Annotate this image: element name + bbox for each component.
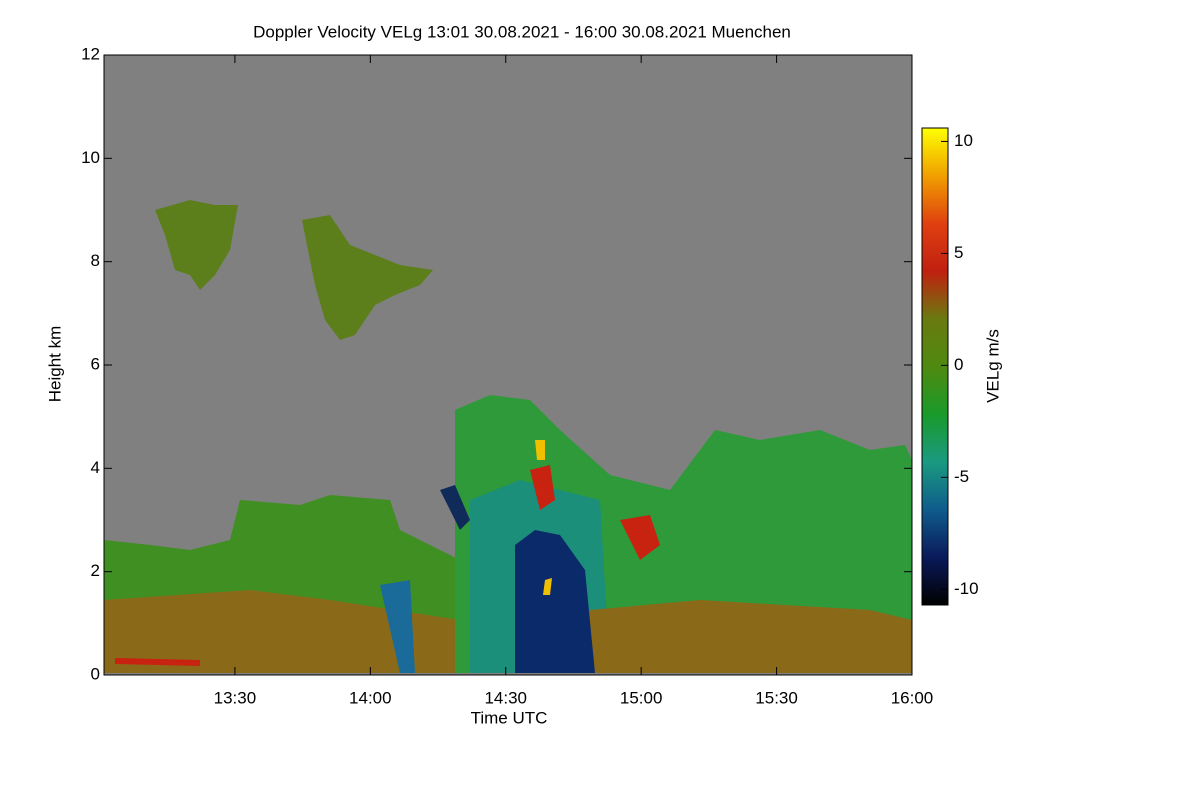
y-tick-label: 6 bbox=[91, 354, 100, 373]
colorbar-tick-label: 10 bbox=[954, 131, 973, 150]
cloud bbox=[515, 530, 595, 673]
x-tick-label: 14:30 bbox=[484, 688, 527, 707]
cloud bbox=[543, 578, 552, 595]
cloud bbox=[530, 465, 555, 510]
colorbar-tick-label: -10 bbox=[954, 579, 979, 598]
x-tick-label: 16:00 bbox=[891, 688, 934, 707]
cloud bbox=[380, 580, 415, 673]
y-axis-label: Height km bbox=[45, 326, 64, 403]
x-tick-label: 15:30 bbox=[755, 688, 798, 707]
x-tick-label: 14:00 bbox=[349, 688, 392, 707]
cloud bbox=[104, 590, 460, 673]
cloud bbox=[115, 658, 200, 666]
cloud bbox=[590, 600, 912, 673]
cloud bbox=[155, 200, 238, 290]
cloud bbox=[535, 440, 545, 460]
cloud bbox=[620, 515, 660, 560]
x-tick-label: 15:00 bbox=[620, 688, 663, 707]
plot-field bbox=[104, 55, 912, 675]
y-tick-label: 4 bbox=[91, 458, 100, 477]
colorbar bbox=[921, 127, 949, 606]
colorbar-tick-label: 0 bbox=[954, 355, 963, 374]
colorbar-label: VELg m/s bbox=[983, 329, 1002, 403]
colorbar-tick-label: -5 bbox=[954, 467, 969, 486]
y-tick-label: 0 bbox=[91, 664, 100, 683]
y-tick-label: 2 bbox=[91, 561, 100, 580]
cloud bbox=[302, 215, 433, 340]
y-tick-label: 12 bbox=[81, 44, 100, 63]
cloud bbox=[440, 485, 470, 530]
colorbar-tick-label: 5 bbox=[954, 243, 963, 262]
chart-title: Doppler Velocity VELg 13:01 30.08.2021 -… bbox=[253, 22, 791, 41]
y-tick-label: 8 bbox=[91, 251, 100, 270]
y-tick-label: 10 bbox=[81, 148, 100, 167]
x-axis-label: Time UTC bbox=[471, 708, 548, 727]
x-tick-label: 13:30 bbox=[214, 688, 257, 707]
